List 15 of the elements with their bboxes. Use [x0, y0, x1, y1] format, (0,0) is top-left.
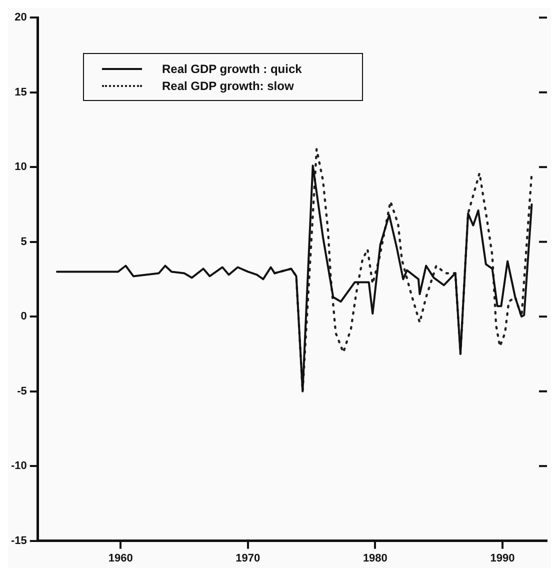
- x-tick-label: 1990: [490, 552, 515, 564]
- y-tick-label: 0: [20, 310, 27, 323]
- legend-label: Real GDP growth: slow: [162, 78, 294, 92]
- x-tick-label: 1970: [236, 552, 260, 564]
- legend-label: Real GDP growth : quick: [162, 62, 302, 76]
- y-tick-label: 5: [20, 236, 27, 248]
- x-tick-label: 1980: [362, 552, 388, 564]
- y-tick-label: 15: [14, 86, 27, 98]
- y-tick-label: -10: [10, 460, 27, 472]
- y-tick-label: 10: [14, 161, 27, 174]
- line-series: [274, 148, 533, 392]
- x-tick-label: 1960: [108, 552, 133, 564]
- y-tick-label: -5: [17, 385, 27, 398]
- y-tick-label: 20: [14, 12, 27, 24]
- y-tick-label: -15: [10, 534, 27, 547]
